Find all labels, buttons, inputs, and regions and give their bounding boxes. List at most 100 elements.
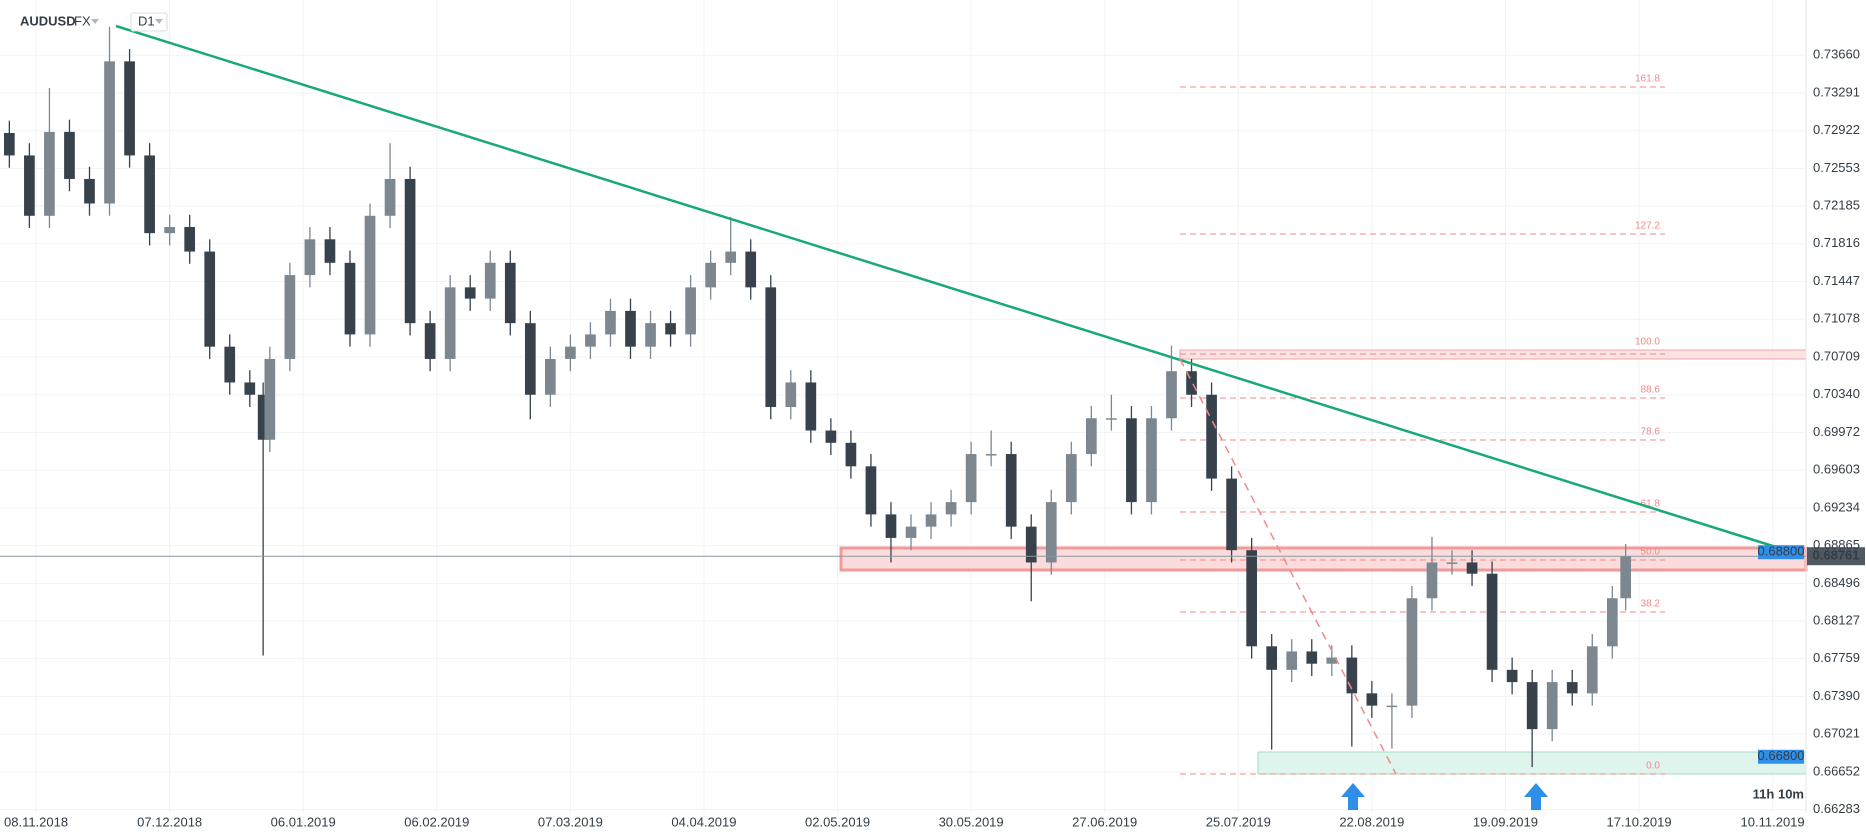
candle-body bbox=[464, 287, 476, 299]
x-tick-label: 25.07.2019 bbox=[1206, 814, 1271, 829]
fib-label: 78.6 bbox=[1641, 427, 1661, 438]
candle-body bbox=[364, 215, 376, 335]
candle-body bbox=[885, 514, 897, 538]
y-tick-label: 0.69972 bbox=[1813, 424, 1860, 439]
dropdown-icon[interactable] bbox=[155, 19, 163, 24]
candle-body bbox=[24, 155, 35, 216]
y-tick-label: 0.71447 bbox=[1813, 273, 1860, 288]
arrows bbox=[1341, 783, 1548, 810]
candle-body bbox=[1226, 478, 1237, 551]
candle-body bbox=[1326, 657, 1338, 664]
candle-body bbox=[685, 287, 696, 335]
candle-body bbox=[1065, 454, 1077, 503]
candle-body bbox=[164, 227, 175, 234]
symbol: AUDUSD bbox=[20, 13, 76, 28]
candle-body bbox=[324, 239, 336, 263]
price-tag bbox=[1758, 749, 1804, 764]
x-tick-label: 17.10.2019 bbox=[1606, 814, 1671, 829]
x-tick-label: 07.12.2018 bbox=[137, 814, 202, 829]
candle-body bbox=[4, 132, 15, 156]
candle-body bbox=[1620, 556, 1632, 599]
candle-body bbox=[484, 262, 496, 299]
y-tick-label: 0.71816 bbox=[1813, 235, 1860, 250]
fib-label: 161.8 bbox=[1635, 74, 1660, 85]
candle-body bbox=[1586, 646, 1598, 694]
candle-body bbox=[645, 323, 656, 347]
fib-label: 61.8 bbox=[1641, 499, 1661, 510]
fib-label: 50.0 bbox=[1641, 547, 1661, 558]
candle-body bbox=[124, 61, 135, 156]
y-tick-label: 0.68496 bbox=[1813, 575, 1860, 590]
candle-body bbox=[84, 178, 95, 204]
fib-label: 100.0 bbox=[1635, 337, 1660, 348]
overlay: 0.68761 0.68800 0.66800 bbox=[0, 544, 1865, 764]
candle-body bbox=[1126, 418, 1137, 503]
x-tick-label: 02.05.2019 bbox=[805, 814, 870, 829]
candle-body bbox=[1606, 598, 1618, 647]
candle-body bbox=[725, 251, 737, 263]
x-tick-label: 07.03.2019 bbox=[538, 814, 603, 829]
x-tick-label: 22.08.2019 bbox=[1339, 814, 1404, 829]
candle-body bbox=[1426, 562, 1438, 599]
candle-body bbox=[605, 310, 616, 335]
candle-body bbox=[44, 131, 55, 216]
candle-body bbox=[845, 442, 857, 467]
candle-body bbox=[1566, 682, 1578, 694]
fib-label: 0.0 bbox=[1646, 761, 1660, 772]
candle-body bbox=[1446, 562, 1458, 564]
candle-body bbox=[344, 262, 356, 335]
candle-body bbox=[565, 346, 576, 359]
candle-body bbox=[1086, 418, 1097, 455]
candle-body bbox=[765, 287, 777, 408]
candle-body bbox=[1546, 682, 1558, 730]
candle-body bbox=[1025, 526, 1037, 563]
fib-label: 127.2 bbox=[1635, 221, 1660, 232]
candle-body bbox=[144, 155, 155, 234]
up-arrow bbox=[1524, 783, 1548, 810]
candle-body bbox=[284, 275, 296, 359]
y-tick-label: 0.72922 bbox=[1813, 122, 1860, 137]
candle-body bbox=[404, 178, 416, 324]
candle-body bbox=[985, 454, 997, 456]
candle-body bbox=[424, 323, 436, 359]
y-tick-label: 0.67021 bbox=[1813, 726, 1860, 741]
market: FX bbox=[74, 13, 91, 28]
last-price-label: 0.68761 bbox=[1813, 548, 1860, 563]
candle-body bbox=[1366, 693, 1378, 706]
candle-body bbox=[504, 262, 516, 324]
candle-body bbox=[1266, 646, 1278, 670]
candle-body bbox=[545, 358, 556, 395]
candle-body bbox=[965, 454, 977, 503]
candle-body bbox=[805, 382, 817, 431]
candle-body bbox=[625, 310, 636, 347]
candle-body bbox=[257, 394, 269, 440]
fibonacci: 161.8 127.2 100.0 88.6 78.6 61.8 50.0 38… bbox=[1180, 74, 1665, 775]
price-tag-label: 0.66800 bbox=[1758, 748, 1805, 763]
y-tick-label: 0.66283 bbox=[1813, 801, 1860, 816]
candle-body bbox=[585, 334, 596, 347]
y-tick-label: 0.67759 bbox=[1813, 650, 1860, 665]
candle-body bbox=[104, 61, 115, 204]
y-tick-label: 0.70709 bbox=[1813, 348, 1860, 363]
dropdown-icon[interactable] bbox=[91, 19, 99, 24]
timeframe[interactable]: D1 bbox=[138, 13, 155, 28]
candle-body bbox=[1186, 371, 1197, 395]
y-tick-label: 0.71078 bbox=[1813, 311, 1860, 326]
x-tick-label: 27.06.2019 bbox=[1072, 814, 1137, 829]
candle-body bbox=[1005, 454, 1017, 527]
candle-body bbox=[945, 502, 957, 515]
candle-body bbox=[244, 382, 256, 395]
candle-body bbox=[64, 131, 75, 179]
timeframe-box[interactable] bbox=[130, 12, 168, 32]
price-tag bbox=[1758, 545, 1804, 560]
fib-diagonal bbox=[1179, 358, 1397, 775]
candle-body bbox=[705, 262, 716, 288]
candle-body bbox=[925, 514, 937, 527]
candle-body bbox=[1506, 669, 1518, 683]
x-tick-label: 10.11.2019 bbox=[1741, 814, 1805, 829]
candle-body bbox=[1146, 418, 1157, 503]
candle-body bbox=[184, 227, 196, 252]
y-tick-label: 0.72185 bbox=[1813, 197, 1860, 212]
